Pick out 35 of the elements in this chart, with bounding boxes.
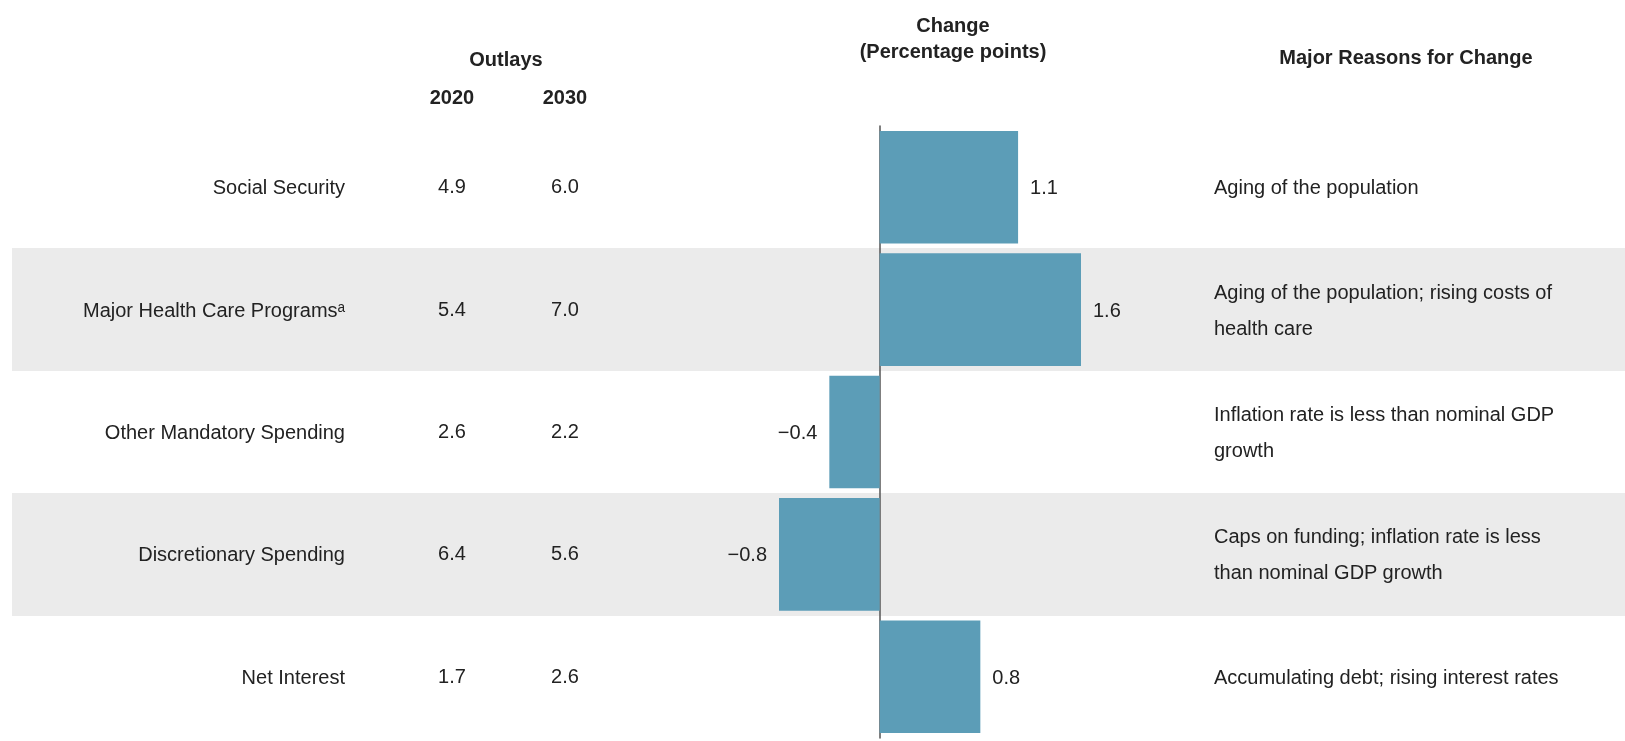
y-tick-label: Discretionary Spending	[138, 543, 345, 566]
text: Aging of the population	[1214, 175, 1420, 201]
text: 5.4	[437, 297, 467, 321]
text: 7.0	[550, 297, 580, 321]
data-label: 1.1	[1030, 176, 1058, 199]
text: Caps on funding; inflation rate is less than nominal GDP growth	[1214, 524, 1542, 586]
bar	[879, 253, 1081, 366]
text: Major Reasons for Change	[1278, 46, 1534, 69]
y-tick-label: Other Mandatory Spending	[104, 421, 345, 443]
y-tick-label: Social Security	[212, 176, 345, 199]
bar	[779, 498, 880, 611]
text: Accumulating debt; rising interest rates	[1214, 664, 1559, 690]
y-tick-label: Major Health Care Programsᵃ	[83, 298, 346, 321]
text: Outlays	[468, 48, 544, 71]
bar	[879, 130, 1019, 244]
data-label: 1.6	[1093, 298, 1121, 321]
bar	[829, 375, 880, 489]
data-label: −0.8	[727, 543, 767, 566]
text: 6.0	[550, 175, 580, 199]
data-label: 0.8	[992, 665, 1021, 688]
text: 4.9	[437, 175, 467, 199]
text: 2030	[541, 86, 589, 109]
text: 2.6	[437, 420, 467, 443]
text: 2.2	[550, 420, 580, 443]
bar	[879, 620, 981, 734]
text: 1.7	[437, 664, 467, 688]
text: 5.6	[550, 542, 580, 566]
y-tick-label: Net Interest	[241, 665, 346, 688]
text: 6.4	[437, 542, 467, 566]
x-axis-title: Change (Percentage points)	[858, 13, 1048, 64]
text: 2020	[428, 86, 476, 109]
text: Aging of the population; rising costs of health care	[1214, 279, 1553, 341]
data-label: −0.4	[777, 421, 818, 443]
text: 2.6	[550, 664, 580, 688]
text: Inflation rate is less than nominal GDP growth	[1214, 402, 1555, 463]
